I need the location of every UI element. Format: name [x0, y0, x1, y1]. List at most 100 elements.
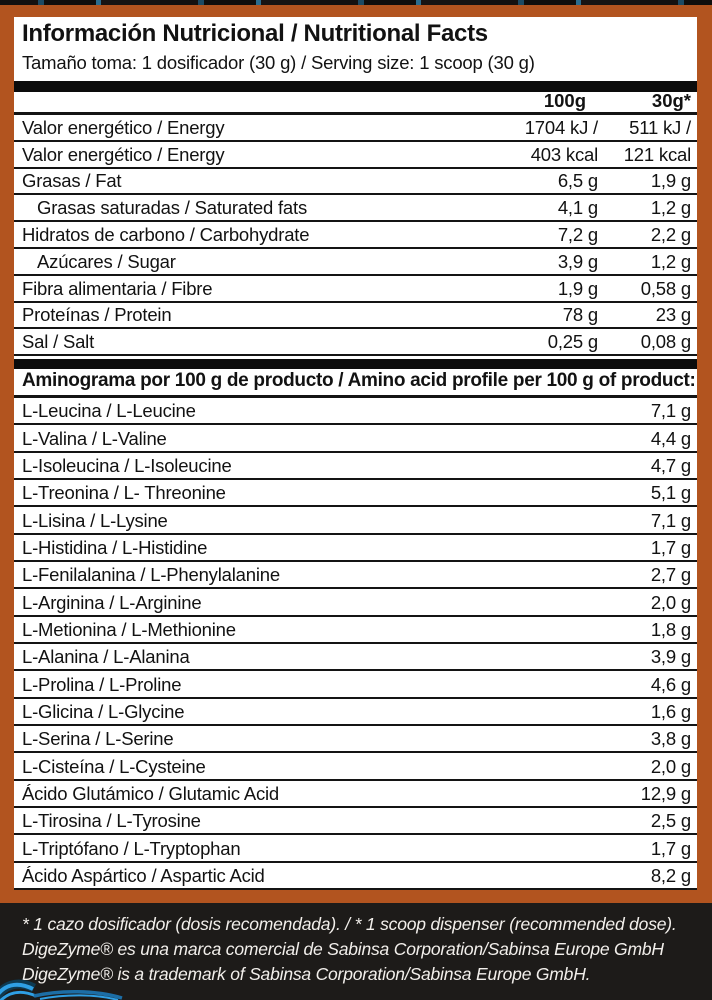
serving-size-label: Tamaño toma: 1 dosificador (30 g) / Serv… — [22, 52, 535, 73]
nutrition-table: Valor energético / Energy 1704 kJ / 511 … — [14, 115, 697, 357]
amino-acid-value: 2,7 g — [650, 564, 691, 586]
amino-acid-row: L-Glicina / L-Glycine 1,6 g — [14, 699, 697, 727]
amino-acid-value: 1,8 g — [650, 619, 691, 641]
amino-acid-row: L-Valina / L-Valine 4,4 g — [14, 425, 697, 453]
value-per-100g: 1704 kJ / — [524, 116, 598, 138]
value-per-30g: 23 g — [655, 304, 691, 326]
footnote-section: * 1 cazo dosificador (dosis recomendada)… — [0, 903, 712, 1000]
amino-acid-value: 4,7 g — [650, 455, 691, 477]
nutrition-panel: Información Nutricional / Nutritional Fa… — [14, 17, 697, 890]
amino-acid-value: 4,4 g — [650, 427, 691, 449]
value-per-100g: 78 g — [562, 304, 598, 326]
amino-acid-value: 2,0 g — [650, 755, 691, 777]
amino-profile-heading: Aminograma por 100 g de producto / Amino… — [14, 369, 697, 399]
nutrient-name: Valor energético / Energy — [22, 143, 225, 165]
amino-acid-name: L-Isoleucina / L-Isoleucine — [22, 455, 232, 477]
value-per-100g: 6,5 g — [557, 170, 598, 192]
nutrition-row: Hidratos de carbono / Carbohydrate 7,2 g… — [14, 222, 697, 249]
amino-acid-row: Ácido Aspártico / Aspartic Acid 8,2 g — [14, 863, 697, 890]
amino-acid-row: L-Histidina / L-Histidine 1,7 g — [14, 535, 697, 563]
amino-acid-name: Ácido Aspártico / Aspartic Acid — [22, 865, 265, 886]
amino-acid-name: L-Glicina / L-Glycine — [22, 701, 185, 723]
amino-acid-name: L-Treonina / L- Threonine — [22, 482, 226, 504]
value-per-30g: 511 kJ / — [629, 116, 691, 138]
value-per-100g: 4,1 g — [557, 197, 598, 219]
nutrition-row: Sal / Salt 0,25 g 0,08 g — [14, 329, 697, 357]
top-edge-artwork — [0, 0, 712, 5]
amino-acid-row: L-Leucina / L-Leucine 7,1 g — [14, 398, 697, 426]
page-title: Información Nutricional / Nutritional Fa… — [22, 20, 488, 47]
amino-acid-name: L-Prolina / L-Proline — [22, 673, 182, 695]
amino-acid-row: L-Alanina / L-Alanina 3,9 g — [14, 644, 697, 672]
amino-acid-name: L-Metionina / L-Methionine — [22, 619, 236, 641]
amino-acid-name: L-Lisina / L-Lysine — [22, 509, 168, 531]
amino-acid-row: L-Isoleucina / L-Isoleucine 4,7 g — [14, 453, 697, 481]
amino-acid-name: L-Alanina / L-Alanina — [22, 646, 190, 668]
column-header-100g: 100g — [543, 89, 586, 111]
nutrient-name: Azúcares / Sugar — [37, 250, 176, 272]
amino-acid-value: 7,1 g — [650, 400, 691, 422]
nutrition-panel-frame: Información Nutricional / Nutritional Fa… — [0, 5, 712, 903]
column-header-30g: 30g* — [651, 89, 691, 111]
amino-acid-row: L-Triptófano / L-Tryptophan 1,7 g — [14, 835, 697, 863]
nutrition-row: Azúcares / Sugar 3,9 g 1,2 g — [14, 249, 697, 276]
amino-acid-name: L-Valina / L-Valine — [22, 427, 167, 449]
value-per-30g: 121 kcal — [623, 143, 692, 165]
amino-acid-row: L-Treonina / L- Threonine 5,1 g — [14, 480, 697, 508]
divider-bar-top — [14, 81, 697, 92]
divider-bar-middle — [14, 359, 697, 370]
amino-acid-row: L-Cisteína / L-Cysteine 2,0 g — [14, 753, 697, 781]
nutrient-name: Valor energético / Energy — [22, 116, 225, 138]
amino-acid-row: L-Arginina / L-Arginine 2,0 g — [14, 589, 697, 617]
value-per-100g: 7,2 g — [557, 223, 598, 245]
amino-acid-value: 2,0 g — [650, 591, 691, 613]
amino-acid-table: L-Leucina / L-Leucine 7,1 g L-Valina / L… — [14, 398, 697, 890]
value-per-30g: 2,2 g — [650, 223, 691, 245]
nutrient-name: Fibra alimentaria / Fibre — [22, 277, 213, 299]
amino-acid-row: L-Lisina / L-Lysine 7,1 g — [14, 507, 697, 535]
value-per-30g: 0,58 g — [640, 277, 691, 299]
amino-acid-value: 8,2 g — [650, 865, 691, 886]
amino-acid-value: 1,7 g — [650, 837, 691, 859]
amino-acid-row: L-Tirosina / L-Tyrosine 2,5 g — [14, 808, 697, 836]
value-per-100g: 1,9 g — [557, 277, 598, 299]
nutrient-name: Grasas saturadas / Saturated fats — [37, 197, 308, 219]
amino-acid-value: 3,9 g — [650, 646, 691, 668]
nutrition-row: Proteínas / Protein 78 g 23 g — [14, 303, 697, 330]
amino-acid-value: 4,6 g — [650, 673, 691, 695]
amino-acid-name: L-Triptófano / L-Tryptophan — [22, 837, 241, 859]
amino-acid-name: L-Arginina / L-Arginine — [22, 591, 202, 613]
nutrition-row: Valor energético / Energy 403 kcal 121 k… — [14, 142, 697, 169]
amino-acid-name: L-Fenilalanina / L-Phenylalanine — [22, 564, 280, 586]
amino-acid-row: Ácido Glutámico / Glutamic Acid 12,9 g — [14, 781, 697, 809]
value-per-30g: 1,2 g — [650, 197, 691, 219]
amino-acid-row: L-Metionina / L-Methionine 1,8 g — [14, 617, 697, 645]
nutrient-name: Sal / Salt — [22, 331, 95, 353]
amino-acid-name: Ácido Glutámico / Glutamic Acid — [22, 783, 280, 805]
column-header-row: 100g 30g* — [14, 89, 697, 115]
value-per-30g: 0,08 g — [640, 331, 691, 353]
blue-swirl-artwork — [0, 979, 123, 1000]
amino-acid-value: 5,1 g — [650, 482, 691, 504]
amino-acid-value: 7,1 g — [650, 509, 691, 531]
footnote-digezyme-en: DigeZyme® is a trademark of Sabinsa Corp… — [22, 964, 591, 984]
nutrient-name: Proteínas / Protein — [22, 304, 172, 326]
nutrition-row: Fibra alimentaria / Fibre 1,9 g 0,58 g — [14, 276, 697, 303]
footnote-scoop: * 1 cazo dosificador (dosis recomendada)… — [22, 914, 677, 934]
amino-acid-value: 12,9 g — [640, 783, 691, 805]
value-per-30g: 1,9 g — [650, 170, 691, 192]
amino-acid-value: 1,7 g — [650, 537, 691, 559]
value-per-100g: 0,25 g — [547, 331, 598, 353]
nutrition-row: Grasas / Fat 6,5 g 1,9 g — [14, 169, 697, 196]
value-per-100g: 3,9 g — [557, 250, 598, 272]
nutrition-row: Valor energético / Energy 1704 kJ / 511 … — [14, 115, 697, 142]
value-per-30g: 1,2 g — [650, 250, 691, 272]
amino-acid-name: L-Serina / L-Serine — [22, 728, 174, 750]
amino-acid-value: 3,8 g — [650, 728, 691, 750]
amino-acid-row: L-Fenilalanina / L-Phenylalanine 2,7 g — [14, 562, 697, 590]
amino-acid-value: 2,5 g — [650, 810, 691, 832]
value-per-100g: 403 kcal — [530, 143, 599, 165]
amino-acid-name: L-Histidina / L-Histidine — [22, 537, 208, 559]
nutrient-name: Hidratos de carbono / Carbohydrate — [22, 223, 310, 245]
